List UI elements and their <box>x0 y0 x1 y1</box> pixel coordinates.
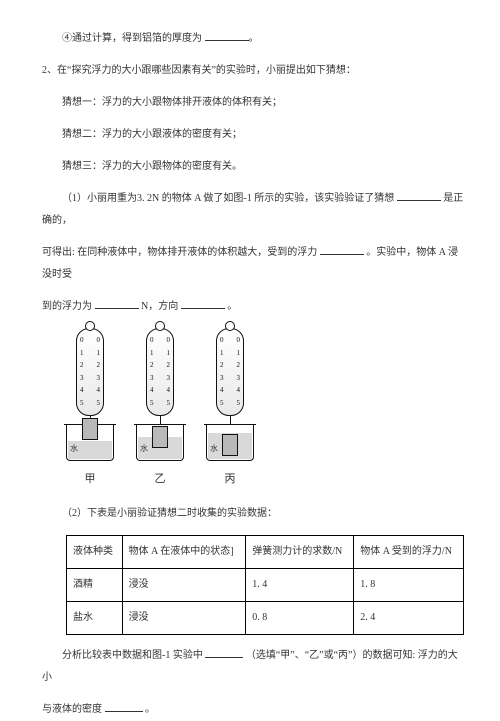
part1-text-3: 到的浮力为 N，方向 。 <box>42 296 466 318</box>
table-row: 酒精浸没1. 41. 8 <box>67 569 464 602</box>
t: 分析比较表中数据和图-1 实验中 <box>62 650 203 661</box>
t: 与液体的密度 <box>42 704 102 715</box>
beaker: 水 <box>66 424 114 461</box>
t: 。 <box>145 704 155 715</box>
t: （1）小丽用重为3. 2N 的物体 A 做了如图-1 所示的实验，该实验验证了猜… <box>62 193 394 204</box>
spring-scale: 012345 <box>216 328 244 416</box>
table-cell: 1. 4 <box>246 569 354 602</box>
line-4: ④通过计算，得到铝箔的厚度为 。 <box>42 28 466 50</box>
blank-buoyancy-trend[interactable] <box>320 242 364 255</box>
spring-scale: 012345 <box>146 328 174 416</box>
blank-relation[interactable] <box>105 699 143 712</box>
apparatus-setup: 012345 水甲 <box>66 328 114 491</box>
part3-text: 分析比较表中数据和图-1 实验中 （选填“甲”、“乙”或“丙”）的数据可知: 浮… <box>42 645 466 689</box>
table-cell: 浸没 <box>122 602 246 635</box>
object-a <box>222 434 238 456</box>
object-a <box>82 418 98 440</box>
table-cell: 0. 8 <box>246 602 354 635</box>
figure-1: 012345水甲012345水乙012345水丙 <box>66 328 466 491</box>
beaker: 水 <box>136 424 184 461</box>
blank-force-value[interactable] <box>95 296 139 309</box>
setup-caption: 丙 <box>225 467 236 491</box>
setup-caption: 乙 <box>155 467 166 491</box>
liquid-label: 水 <box>70 440 78 458</box>
table-header: 物体 A 在液体中的状态] <box>122 536 246 569</box>
guess-3: 猜想三：浮力的大小跟物体的密度有关。 <box>42 156 466 178</box>
table-header: 物体 A 受到的浮力/N <box>354 536 464 569</box>
data-table: 液体种类物体 A 在液体中的状态]弹簧测力计的求数/N物体 A 受到的浮力/N … <box>66 535 464 635</box>
table-header: 液体种类 <box>67 536 123 569</box>
table-cell: 2. 4 <box>354 602 464 635</box>
t: N，方向 <box>141 301 178 312</box>
t: 可得出: 在同种液体中，物体排开液体的体积越大，受到的浮力 <box>42 247 317 258</box>
table-cell: 酒精 <box>67 569 123 602</box>
spring-scale: 012345 <box>76 328 104 416</box>
blank-thickness[interactable] <box>205 28 249 41</box>
blank-which-setup[interactable] <box>205 645 243 658</box>
blank-direction[interactable] <box>181 296 225 309</box>
apparatus-setup: 012345 水乙 <box>136 328 184 491</box>
beaker: 水 <box>206 424 254 461</box>
part1-text: （1）小丽用重为3. 2N 的物体 A 做了如图-1 所示的实验，该实验验证了猜… <box>42 188 466 232</box>
guess-2: 猜想二：浮力的大小跟液体的密度有关； <box>42 124 466 146</box>
table-cell: 盐水 <box>67 602 123 635</box>
liquid-label: 水 <box>210 440 218 458</box>
guess-1: 猜想一：浮力的大小跟物体排开液体的体积有关； <box>42 92 466 114</box>
part3-text-2: 与液体的密度 。 <box>42 699 466 721</box>
q2-intro: 2、在“探究浮力的大小跟哪些因素有关”的实验时，小丽提出如下猜想： <box>42 60 466 82</box>
part2-intro: （2）下表是小丽验证猜想二时收集的实验数据： <box>42 503 466 525</box>
liquid-label: 水 <box>140 440 148 458</box>
table-cell: 浸没 <box>122 569 246 602</box>
setup-caption: 甲 <box>85 467 96 491</box>
table-cell: 1. 8 <box>354 569 464 602</box>
table-header: 弹簧测力计的求数/N <box>246 536 354 569</box>
table-row: 盐水浸没0. 82. 4 <box>67 602 464 635</box>
apparatus-setup: 012345 水丙 <box>206 328 254 491</box>
blank-guess-num[interactable] <box>397 188 441 201</box>
period: 。 <box>249 33 259 44</box>
t: 到的浮力为 <box>42 301 92 312</box>
t: 。 <box>227 301 237 312</box>
object-a <box>152 426 168 448</box>
part1-text-2: 可得出: 在同种液体中，物体排开液体的体积越大，受到的浮力 。实验中，物体 A … <box>42 242 466 286</box>
text: ④通过计算，得到铝箔的厚度为 <box>62 33 202 44</box>
